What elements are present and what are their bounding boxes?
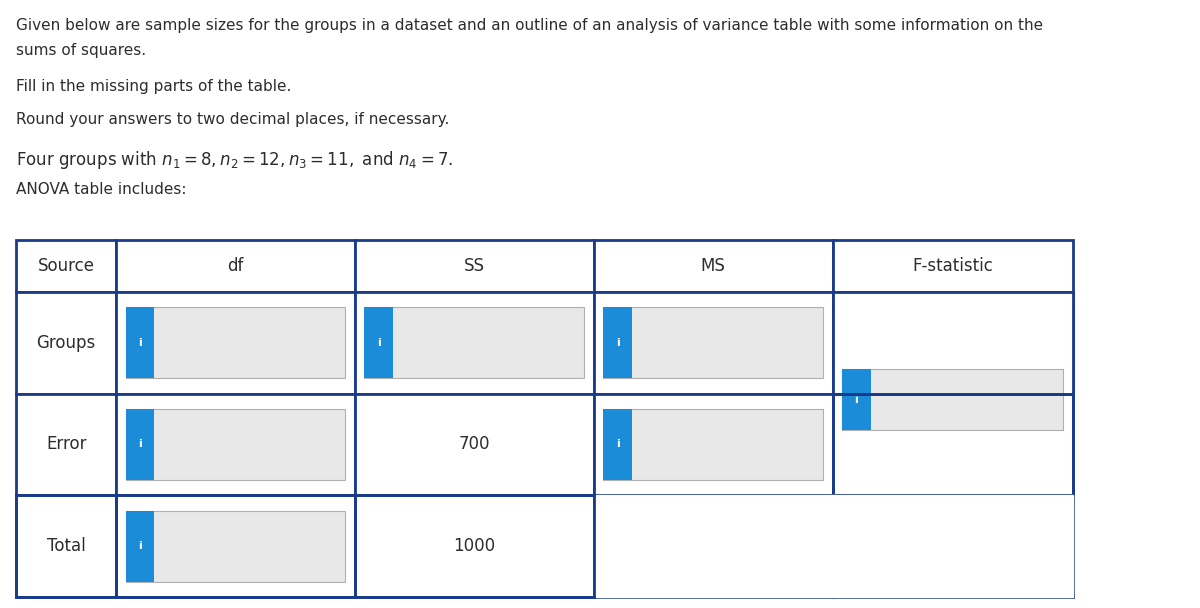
Bar — [116, 240, 355, 292]
Text: Error: Error — [46, 435, 86, 454]
Bar — [833, 292, 1073, 393]
Bar — [116, 393, 355, 496]
Bar — [355, 393, 594, 496]
Bar — [594, 496, 833, 597]
Bar — [355, 292, 594, 393]
Text: MS: MS — [701, 257, 726, 275]
Bar — [833, 292, 1073, 393]
Bar — [842, 369, 1063, 430]
Bar — [833, 240, 1073, 292]
Bar — [126, 511, 154, 582]
Bar — [126, 307, 154, 378]
Bar — [604, 409, 631, 480]
Text: i: i — [138, 338, 142, 348]
Bar — [833, 496, 1073, 597]
Bar — [126, 409, 154, 480]
Bar — [126, 511, 346, 582]
Text: i: i — [616, 338, 619, 348]
Bar — [17, 393, 116, 496]
Bar — [355, 496, 594, 597]
Bar — [604, 307, 631, 378]
Bar — [594, 496, 833, 597]
Text: Source: Source — [37, 257, 95, 275]
Bar — [365, 307, 392, 378]
Text: Four groups with $n_1 = 8, n_2 = 12, n_3 = 11,$ and $n_4 = 7.$: Four groups with $n_1 = 8, n_2 = 12, n_3… — [17, 149, 454, 171]
Bar — [116, 292, 355, 393]
Bar — [594, 240, 833, 292]
Bar — [594, 393, 833, 496]
Bar — [833, 496, 1073, 597]
Bar — [355, 240, 594, 292]
Text: sums of squares.: sums of squares. — [17, 43, 146, 58]
Bar — [17, 496, 116, 597]
Text: Groups: Groups — [36, 334, 96, 352]
Bar — [17, 292, 116, 393]
Text: i: i — [616, 440, 619, 449]
Bar — [17, 240, 116, 292]
Text: i: i — [854, 395, 858, 405]
Bar — [604, 409, 823, 480]
Bar — [116, 496, 355, 597]
Bar — [594, 292, 833, 393]
Bar — [365, 307, 584, 378]
Text: 700: 700 — [458, 435, 490, 454]
Bar — [833, 393, 1073, 496]
Text: Round your answers to two decimal places, if necessary.: Round your answers to two decimal places… — [17, 112, 450, 128]
Bar — [604, 307, 823, 378]
Text: df: df — [227, 257, 244, 275]
Text: i: i — [138, 541, 142, 551]
Bar — [126, 409, 346, 480]
Bar — [833, 393, 1073, 496]
Text: ANOVA table includes:: ANOVA table includes: — [17, 182, 187, 198]
Bar — [842, 369, 871, 430]
Text: Total: Total — [47, 537, 85, 555]
Text: 1000: 1000 — [454, 537, 496, 555]
Text: Fill in the missing parts of the table.: Fill in the missing parts of the table. — [17, 79, 292, 94]
Text: SS: SS — [463, 257, 485, 275]
Text: i: i — [138, 440, 142, 449]
Text: Given below are sample sizes for the groups in a dataset and an outline of an an: Given below are sample sizes for the gro… — [17, 18, 1044, 33]
Text: i: i — [377, 338, 380, 348]
Bar — [833, 292, 1073, 393]
Text: F-statistic: F-statistic — [912, 257, 992, 275]
Bar — [126, 307, 346, 378]
